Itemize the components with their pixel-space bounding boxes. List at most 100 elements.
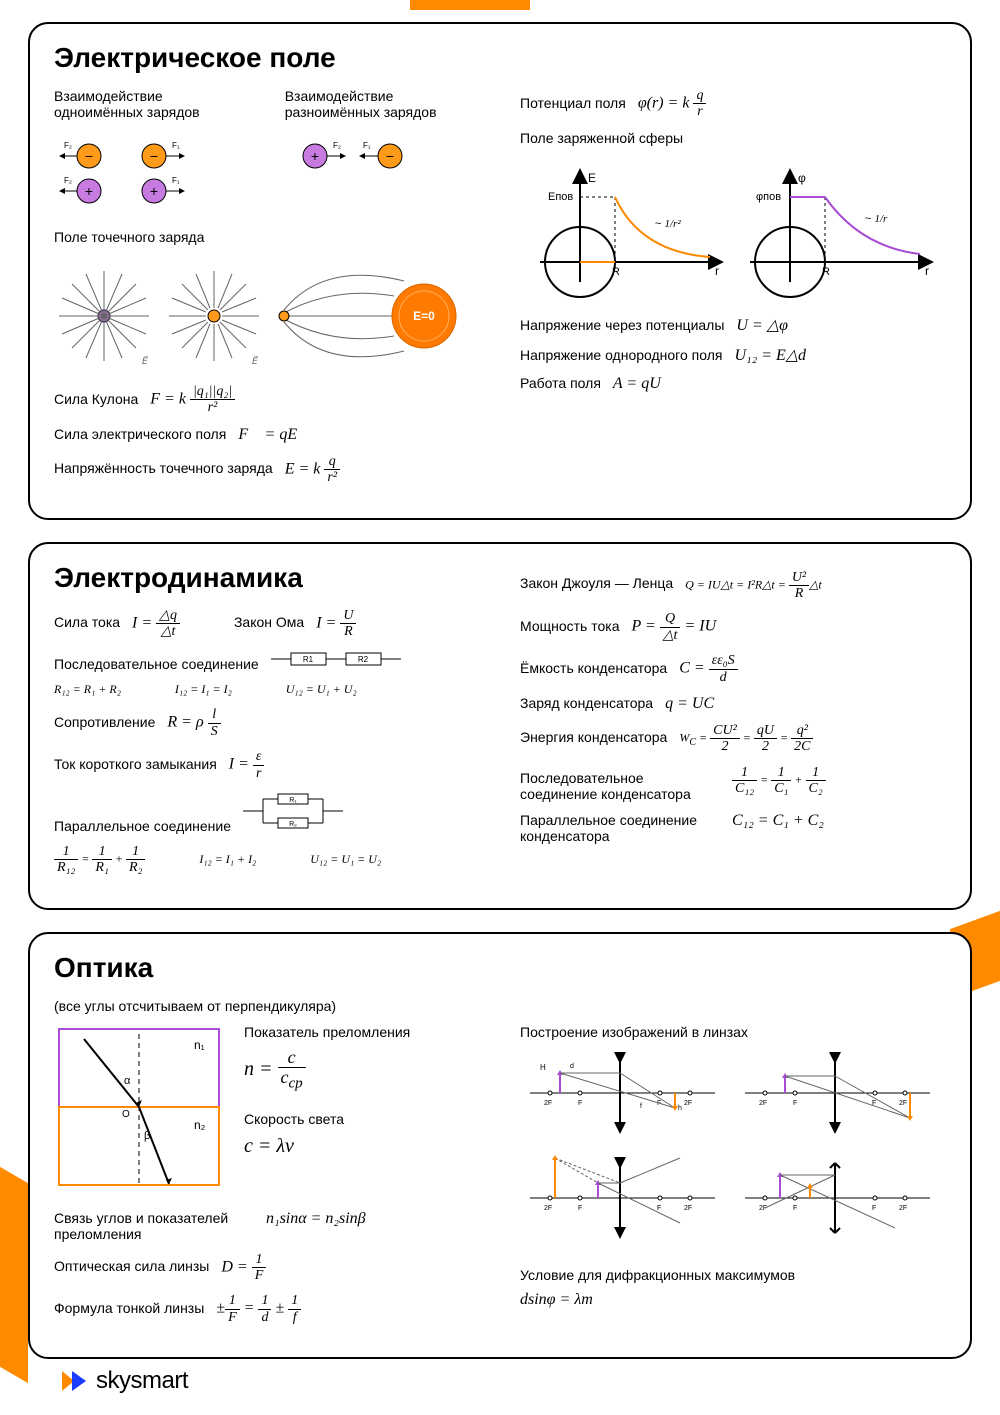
cap-parallel-formula: C₁₂ = C₁ + C₂: [732, 812, 824, 830]
label-point-field: Поле точечного заряда: [54, 229, 480, 245]
svg-text:F₂: F₂: [64, 141, 72, 150]
svg-text:+: +: [85, 183, 93, 199]
current-label: Сила тока: [54, 614, 120, 630]
section-subtitle: (все углы отсчитываем от перпендикуляра): [54, 998, 946, 1014]
snell-formula: n₁sinα = n₂sinβ: [266, 1210, 366, 1228]
point-intensity-formula: E = k qr²: [285, 454, 340, 486]
svg-text:F₂: F₂: [64, 176, 72, 185]
svg-text:R₂: R₂: [289, 821, 297, 828]
ohm-formula: I = UR: [316, 608, 356, 640]
potential-formula: φ(r) = k qr: [638, 88, 707, 120]
series-i-formula: I₁₂ = I₁ = I₂: [175, 682, 232, 697]
svg-text:r: r: [715, 264, 719, 278]
ohm-label: Закон Ома: [234, 614, 304, 630]
svg-text:F₂: F₂: [333, 141, 341, 150]
section-title: Электродинамика: [54, 562, 480, 594]
diffraction-label: Условие для дифракционных максимумов: [520, 1267, 946, 1283]
voltage-pot-label: Напряжение через потенциалы: [520, 317, 724, 333]
resistance-label: Сопротивление: [54, 714, 155, 730]
svg-text:β: β: [144, 1130, 150, 1142]
svg-text:2F: 2F: [544, 1205, 552, 1212]
energy-formula: WC = CU²2 = qU2 = q²2C: [679, 723, 813, 755]
cap-series-formula: 1C₁₂ = 1C₁ + 1C₂: [732, 765, 826, 797]
work-formula: A = qU: [613, 375, 661, 393]
thin-lens-label: Формула тонкой линзы: [54, 1300, 204, 1316]
svg-text:R: R: [612, 266, 620, 278]
optical-power-label: Оптическая сила линзы: [54, 1258, 209, 1274]
svg-text:φпов: φпов: [756, 191, 781, 203]
diagram-parallel-resistors: R₁ R₂: [243, 791, 343, 831]
svg-text:Eпов: Eпов: [548, 191, 573, 203]
svg-text:F₁: F₁: [172, 141, 180, 150]
point-intensity-label: Напряжённость точечного заряда: [54, 460, 273, 476]
current-formula: I = △q△t: [132, 608, 180, 640]
section-title: Электрическое поле: [54, 42, 946, 74]
charge-label: Заряд конденсатора: [520, 695, 653, 711]
optical-power-formula: D = 1F: [221, 1252, 266, 1284]
diagram-opposite-charges: + F₂ − F₁: [285, 136, 425, 176]
svg-text:2F: 2F: [544, 1100, 552, 1107]
series-label: Последовательное соединение: [54, 656, 259, 672]
label-interaction-same: Взаимодействие одноимённых зарядов: [54, 88, 245, 120]
diagram-refraction: n₁ n₂ α β O: [54, 1024, 224, 1194]
logo-icon: [60, 1369, 88, 1393]
diagram-series-resistors: R1 R2: [271, 649, 401, 669]
svg-text:F₁: F₁: [172, 176, 180, 185]
coulomb-label: Сила Кулона: [54, 391, 138, 407]
svg-text:F: F: [793, 1205, 797, 1212]
svg-text:H: H: [540, 1063, 546, 1072]
lens-images-label: Построение изображений в линзах: [520, 1024, 946, 1040]
cap-parallel-label: Параллельное соединение конденсатора: [520, 812, 720, 844]
svg-text:2F: 2F: [684, 1205, 692, 1212]
svg-text:R2: R2: [358, 655, 369, 664]
svg-text:d: d: [570, 1063, 574, 1070]
series-u-formula: U₁₂ = U₁ + U₂: [286, 682, 357, 697]
svg-text:n₁: n₁: [194, 1038, 205, 1052]
voltage-uniform-label: Напряжение однородного поля: [520, 347, 722, 363]
diagram-lens-images: FF2F2F Hdfh FF2F2F: [520, 1048, 940, 1248]
svg-text:E: E: [588, 171, 596, 185]
diagram-charged-sphere: Er Eпов R ~ 1/r² φr: [520, 162, 940, 302]
svg-text:F₁: F₁: [363, 141, 371, 150]
short-formula: I = εr: [229, 749, 265, 781]
parallel-label: Параллельное соединение: [54, 818, 231, 834]
svg-text:α: α: [124, 1075, 131, 1087]
svg-text:F: F: [657, 1205, 661, 1212]
svg-text:~ 1/r: ~ 1/r: [865, 213, 888, 225]
label-interaction-diff: Взаимодействие разноимённых зарядов: [285, 88, 480, 120]
series-r-formula: R₁₂ = R₁ + R₂: [54, 682, 121, 697]
svg-text:n₂: n₂: [194, 1118, 206, 1132]
svg-text:+: +: [150, 183, 158, 199]
joule-formula: Q = IU△t = I²R△t = U²R△t: [685, 570, 822, 602]
svg-text:r: r: [925, 264, 929, 278]
capacitance-formula: C = εε₀Sd: [679, 653, 737, 685]
thin-lens-formula: ±1F = 1d ± 1f: [216, 1293, 301, 1325]
voltage-uniform-formula: U₁₂ = E△d: [734, 345, 806, 365]
svg-text:E⃗: E⃗: [142, 355, 148, 366]
svg-text:+: +: [311, 148, 319, 164]
charge-formula: q = UC: [665, 695, 714, 713]
snell-label: Связь углов и показателей преломления: [54, 1210, 254, 1242]
svg-text:φ: φ: [798, 171, 806, 185]
svg-text:−: −: [386, 148, 394, 164]
svg-text:F: F: [872, 1205, 876, 1212]
voltage-pot-formula: U = △φ: [736, 315, 788, 335]
svg-text:−: −: [85, 148, 93, 164]
resistance-formula: R = ρ lS: [167, 707, 220, 739]
parallel-i-formula: I₁₂ = I₁ + I₂: [199, 852, 256, 867]
svg-text:2F: 2F: [759, 1205, 767, 1212]
work-label: Работа поля: [520, 375, 601, 391]
card-electrodynamics: Электродинамика Сила тока I = △q△t Закон…: [28, 542, 972, 910]
cap-series-label: Последовательное соединение конденсатора: [520, 770, 720, 802]
coulomb-formula: F = k |q₁||q₂|r²: [150, 384, 235, 416]
svg-text:E⃗: E⃗: [252, 355, 258, 366]
energy-label: Энергия конденсатора: [520, 729, 667, 745]
section-title: Оптика: [54, 952, 946, 984]
svg-text:F: F: [793, 1100, 797, 1107]
svg-text:R₁: R₁: [289, 797, 297, 804]
power-label: Мощность тока: [520, 618, 620, 634]
svg-text:O: O: [122, 1109, 130, 1120]
svg-text:2F: 2F: [759, 1100, 767, 1107]
svg-text:R: R: [822, 266, 830, 278]
refraction-index-label: Показатель преломления: [244, 1024, 410, 1040]
